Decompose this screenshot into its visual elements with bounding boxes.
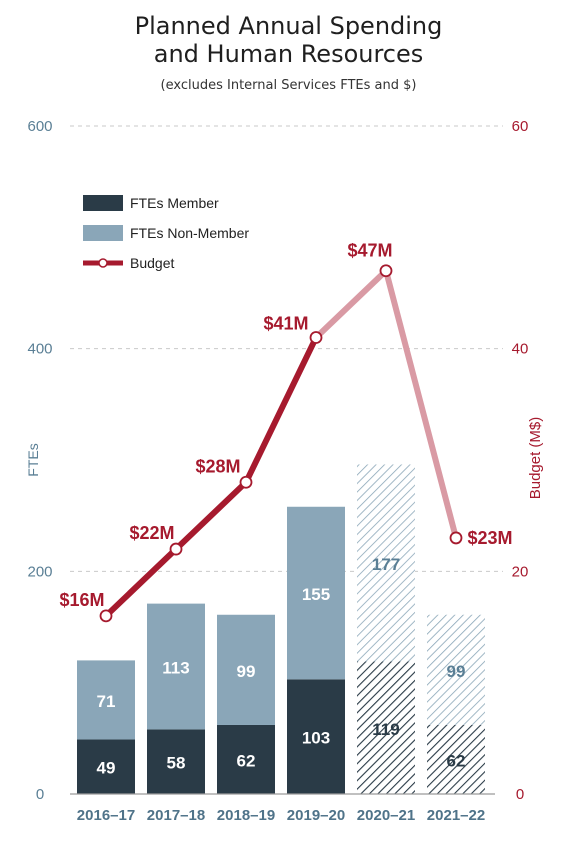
bar-member-label: 62	[237, 751, 256, 770]
budget-data-label: $28M	[195, 456, 240, 476]
bar-member-label: 119	[372, 720, 399, 739]
budget-data-label: $23M	[467, 528, 512, 548]
bar-member	[287, 679, 345, 794]
bar-non-member	[287, 506, 345, 680]
budget-point	[99, 609, 113, 623]
budget-line-segment	[103, 546, 179, 619]
bar-member	[357, 661, 415, 794]
budget-point	[169, 542, 183, 556]
bar-member-label: 49	[97, 759, 116, 778]
x-tick-label: 2016–17	[77, 807, 135, 824]
bar-non-member	[427, 614, 485, 725]
x-tick-label: 2018–19	[217, 807, 275, 824]
legend-swatch-budget-marker	[98, 258, 108, 268]
bar-member	[147, 729, 205, 794]
budget-point	[239, 475, 253, 489]
bar-non-member-label: 99	[447, 662, 466, 681]
x-tick-label: 2021–22	[427, 807, 485, 824]
bar-member-label: 103	[302, 729, 330, 748]
legend-swatch-member	[83, 195, 123, 211]
chart-title-line2: and Human Resources	[153, 40, 424, 68]
budget-point	[309, 331, 323, 344]
y-right-tick-label: 20	[512, 563, 529, 580]
bar-non-member	[357, 464, 415, 662]
legend-label-member: FTEs Member	[130, 195, 219, 211]
bar-non-member	[217, 614, 275, 725]
budget-point	[379, 264, 393, 278]
budget-line-segment	[243, 334, 319, 486]
bar-member	[217, 724, 275, 794]
x-tick-label: 2017–18	[147, 807, 205, 824]
bar-member	[427, 724, 485, 794]
y-right-tick-label: 0	[516, 786, 524, 803]
y-left-tick-label: 0	[36, 786, 44, 803]
y-right-tick-label: 40	[512, 341, 529, 358]
x-tick-label: 2020–21	[357, 807, 415, 824]
y-right-tick-label: 60	[512, 118, 529, 135]
bar-non-member-label: 71	[97, 692, 116, 711]
y-left-axis-label: FTEs	[25, 443, 41, 476]
bar-non-member-label: 177	[372, 555, 400, 574]
budget-line-segment	[173, 479, 249, 553]
y-right-axis-label: Budget (M$)	[527, 417, 544, 500]
budget-data-label: $16M	[59, 590, 104, 610]
budget-point	[449, 531, 463, 545]
y-left-tick-label: 600	[27, 118, 52, 135]
bar-non-member-label: 99	[237, 662, 256, 681]
budget-data-label: $47M	[347, 241, 392, 261]
bar-non-member-label: 113	[162, 659, 189, 678]
legend-swatch-non-member	[83, 225, 123, 241]
legend-label-budget: Budget	[130, 255, 174, 271]
bar-non-member	[77, 660, 135, 740]
chart-title-line1: Planned Annual Spending	[134, 12, 443, 40]
budget-data-label: $22M	[129, 523, 174, 543]
x-tick-label: 2019–20	[287, 807, 345, 824]
budget-line-segment	[383, 267, 459, 541]
y-left-tick-label: 400	[27, 341, 52, 358]
y-left-tick-label: 200	[27, 563, 52, 580]
bar-non-member	[147, 603, 205, 730]
chart-subtitle: (excludes Internal Services FTEs and $)	[160, 78, 417, 93]
bar-member-label: 62	[447, 751, 466, 770]
budget-line-segment	[313, 267, 389, 341]
bar-member	[77, 739, 135, 794]
legend-label-non-member: FTEs Non-Member	[130, 225, 249, 241]
bar-non-member-label: 155	[302, 585, 330, 604]
budget-data-label: $41M	[263, 314, 308, 334]
bar-member-label: 58	[167, 754, 186, 773]
